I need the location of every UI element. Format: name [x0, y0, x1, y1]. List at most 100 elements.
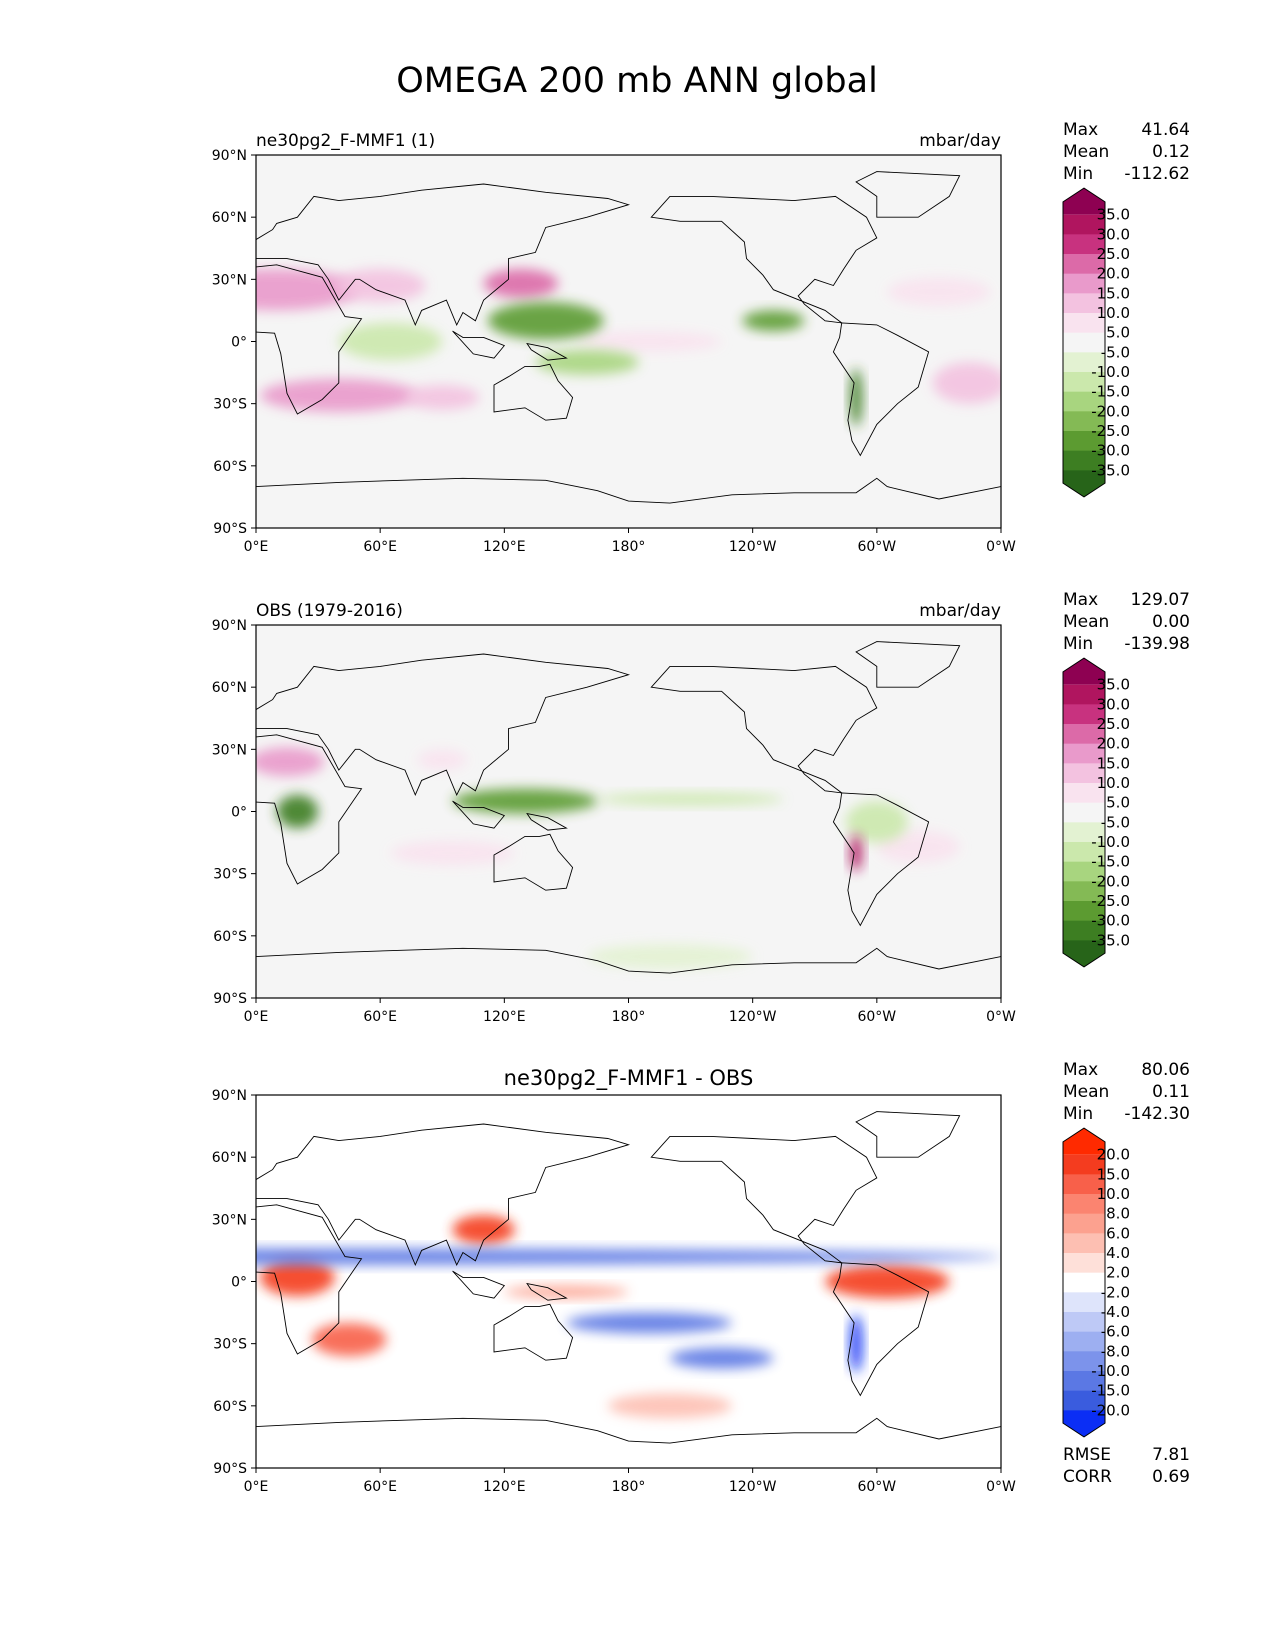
field-feature-5 — [504, 1285, 629, 1299]
lon-tick-label: 60°W — [857, 539, 896, 555]
coastline-antarctica — [256, 1417, 1001, 1444]
colorbar-segment — [1063, 1233, 1105, 1254]
panel-title: ne30pg2_F-MMF1 - OBS — [504, 1066, 754, 1091]
field-feature-7 — [566, 1312, 732, 1334]
colorbar-segment — [1063, 372, 1105, 393]
coastline-1 — [256, 734, 363, 885]
field-feature-9 — [849, 1314, 863, 1373]
lat-tick-label: 30°N — [212, 742, 247, 758]
field-feature-4 — [260, 378, 418, 412]
stat-value: 0.11 — [1152, 1082, 1190, 1102]
stat-value: 80.06 — [1141, 1060, 1190, 1080]
lat-tick-label: 30°S — [213, 867, 247, 883]
colorbar-tick-label: 5.0 — [1106, 794, 1130, 812]
lat-tick-label: 30°N — [212, 272, 247, 288]
stat-value: -112.62 — [1124, 164, 1190, 184]
colorbar-tick-label: -15.0 — [1091, 853, 1130, 871]
colorbar-tick-label: -25.0 — [1091, 892, 1130, 910]
colorbar-segment — [1063, 1312, 1105, 1333]
lat-tick-label: 0° — [231, 1275, 247, 1291]
colorbar-segment — [1063, 724, 1105, 745]
map-panel-3: 90°N 60°N 30°N 0° 30°S 60°S 90°S 0°E 60°E 120°E 18… — [212, 1060, 1190, 1495]
stat-value: 41.64 — [1141, 120, 1190, 140]
colorbar-segment — [1063, 1253, 1105, 1274]
field-feature-11 — [535, 349, 639, 375]
colorbar-tick-label: -10.0 — [1091, 1362, 1130, 1380]
colorbar-segment — [1063, 861, 1105, 882]
colorbar-tick-label: 15.0 — [1097, 1165, 1130, 1183]
lon-tick-label: 60°E — [363, 1479, 397, 1495]
stat-label: Min — [1063, 164, 1093, 184]
lon-tick-label: 0°E — [244, 539, 269, 555]
colorbar-segment — [1063, 1213, 1105, 1234]
field-feature-6 — [576, 331, 722, 352]
lon-tick-label: 60°W — [857, 1479, 896, 1495]
colorbar-segment — [1063, 842, 1105, 863]
lon-tick-label: 120°E — [483, 1009, 526, 1025]
field-feature-7 — [597, 792, 784, 806]
colorbar-segment — [1063, 920, 1105, 941]
panel-units: mbar/day — [919, 131, 1001, 151]
coastline-3 — [493, 1303, 574, 1361]
colorbar-segment — [1063, 743, 1105, 764]
colorbar-tick-label: 10.0 — [1097, 1185, 1130, 1203]
lon-tick-label: 60°E — [363, 539, 397, 555]
lat-tick-label: 0° — [231, 805, 247, 821]
colorbar-segment — [1063, 1410, 1105, 1437]
colorbar-segment — [1063, 822, 1105, 843]
field-feature-3 — [452, 1215, 515, 1245]
lat-tick-label: 60°S — [213, 1399, 247, 1415]
lat-tick-label: 60°S — [213, 929, 247, 945]
colorbar-segment — [1063, 901, 1105, 922]
colorbar-tick-label: -30.0 — [1091, 442, 1130, 460]
colorbar-segment — [1063, 293, 1105, 314]
coastline-4 — [650, 665, 878, 794]
colorbar-tick-label: 10.0 — [1097, 774, 1130, 792]
coastline-3 — [493, 833, 574, 891]
stat-value: 129.07 — [1131, 590, 1190, 610]
colorbar-tick-label: 35.0 — [1097, 206, 1130, 224]
colorbar-segment — [1063, 391, 1105, 412]
field-feature-1 — [256, 747, 325, 777]
colorbar-segment — [1063, 313, 1105, 334]
panel-title: OBS (1979-2016) — [256, 601, 403, 621]
lat-tick-label: 60°S — [213, 459, 247, 475]
stat-label: Min — [1063, 634, 1093, 654]
lon-tick-label: 0°E — [244, 1479, 269, 1495]
lon-tick-label: 180° — [612, 1009, 646, 1025]
colorbar-segment — [1063, 704, 1105, 725]
coastline-4 — [650, 1135, 878, 1264]
field-feature-7 — [887, 277, 991, 307]
coastline-antarctica — [256, 947, 1001, 974]
lon-tick-label: 120°E — [483, 539, 526, 555]
field-feature-6 — [452, 788, 598, 814]
coastline-5 — [832, 322, 930, 457]
colorbar-tick-label: -20.0 — [1091, 872, 1130, 890]
colorbar-segment — [1063, 273, 1105, 294]
lat-tick-label: 60°N — [212, 680, 247, 696]
coastline-6 — [855, 641, 961, 688]
field-feature-9 — [849, 834, 863, 872]
lon-tick-label: 120°W — [729, 539, 777, 555]
field-feature-5 — [405, 385, 480, 410]
coastline-1 — [256, 1204, 363, 1355]
coastline-4 — [650, 195, 878, 324]
coastline-6 — [855, 1111, 961, 1158]
colorbar-tick-label: 15.0 — [1097, 754, 1130, 772]
colorbar-segment — [1063, 352, 1105, 373]
colorbar-segment — [1063, 1194, 1105, 1215]
field-feature-2 — [311, 1322, 387, 1357]
lon-tick-label: 60°W — [857, 1009, 896, 1025]
colorbar-segment — [1063, 1371, 1105, 1392]
lon-tick-label: 180° — [612, 539, 646, 555]
colorbar-tick-label: -5.0 — [1101, 343, 1130, 361]
coastline-1 — [256, 264, 363, 415]
stat-label: RMSE — [1063, 1445, 1111, 1465]
field-feature-4 — [825, 1264, 950, 1299]
colorbar-segment — [1063, 234, 1105, 255]
colorbar-tick-label: -10.0 — [1091, 833, 1130, 851]
coastlines — [256, 641, 1001, 974]
colorbar-tick-label: 15.0 — [1097, 284, 1130, 302]
coastline-8 — [526, 342, 568, 361]
lon-tick-label: 0°E — [244, 1009, 269, 1025]
